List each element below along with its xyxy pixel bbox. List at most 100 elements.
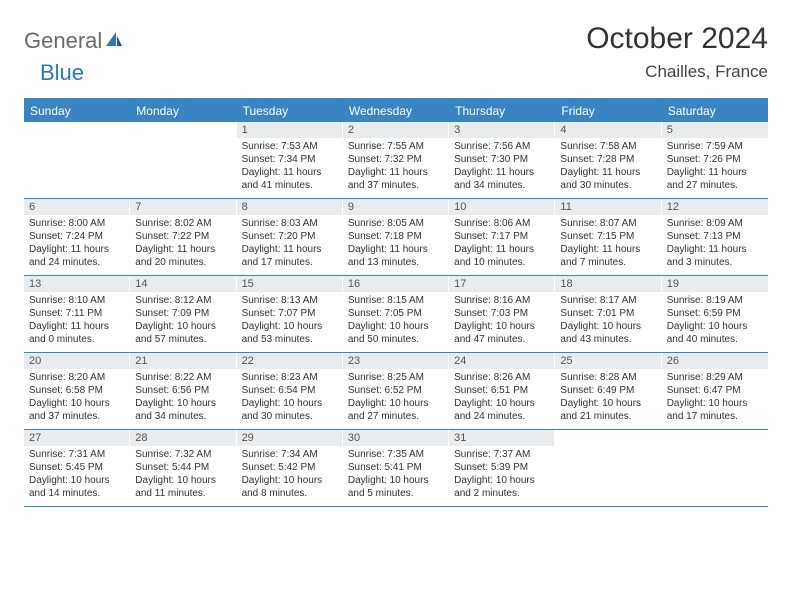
brand-part1: General	[24, 28, 102, 54]
day-number: 8	[237, 199, 342, 215]
daylight-text: Daylight: 10 hours and 40 minutes.	[667, 320, 763, 346]
day-content: Sunrise: 8:02 AMSunset: 7:22 PMDaylight:…	[130, 215, 235, 273]
sunset-text: Sunset: 7:09 PM	[135, 307, 230, 320]
sunset-text: Sunset: 5:44 PM	[135, 461, 230, 474]
day-content: Sunrise: 7:37 AMSunset: 5:39 PMDaylight:…	[449, 446, 554, 504]
day-number: 27	[24, 430, 129, 446]
daylight-text: Daylight: 10 hours and 5 minutes.	[348, 474, 443, 500]
sunset-text: Sunset: 6:52 PM	[348, 384, 443, 397]
sunset-text: Sunset: 7:15 PM	[560, 230, 655, 243]
day-header: Wednesday	[343, 100, 449, 122]
calendar-cell	[555, 430, 661, 506]
page-title: October 2024	[586, 22, 768, 56]
daylight-text: Daylight: 10 hours and 11 minutes.	[135, 474, 230, 500]
day-content: Sunrise: 7:34 AMSunset: 5:42 PMDaylight:…	[237, 446, 342, 504]
sunset-text: Sunset: 7:13 PM	[667, 230, 763, 243]
sunrise-text: Sunrise: 8:28 AM	[560, 371, 655, 384]
sunset-text: Sunset: 6:58 PM	[29, 384, 124, 397]
day-number	[24, 122, 129, 138]
calendar-cell: 15Sunrise: 8:13 AMSunset: 7:07 PMDayligh…	[237, 276, 343, 352]
sail-icon	[102, 28, 124, 54]
sunset-text: Sunset: 7:24 PM	[29, 230, 124, 243]
day-number	[555, 430, 660, 446]
day-content: Sunrise: 8:15 AMSunset: 7:05 PMDaylight:…	[343, 292, 448, 350]
daylight-text: Daylight: 10 hours and 24 minutes.	[454, 397, 549, 423]
week-row: 27Sunrise: 7:31 AMSunset: 5:45 PMDayligh…	[24, 430, 768, 507]
calendar-cell: 6Sunrise: 8:00 AMSunset: 7:24 PMDaylight…	[24, 199, 130, 275]
day-content: Sunrise: 8:13 AMSunset: 7:07 PMDaylight:…	[237, 292, 342, 350]
sunrise-text: Sunrise: 7:55 AM	[348, 140, 443, 153]
day-content: Sunrise: 7:59 AMSunset: 7:26 PMDaylight:…	[662, 138, 768, 196]
calendar-cell: 2Sunrise: 7:55 AMSunset: 7:32 PMDaylight…	[343, 122, 449, 198]
sunset-text: Sunset: 7:28 PM	[560, 153, 655, 166]
sunset-text: Sunset: 5:42 PM	[242, 461, 337, 474]
day-number: 5	[662, 122, 768, 138]
daylight-text: Daylight: 10 hours and 37 minutes.	[29, 397, 124, 423]
sunrise-text: Sunrise: 7:58 AM	[560, 140, 655, 153]
sunset-text: Sunset: 5:39 PM	[454, 461, 549, 474]
calendar-cell: 10Sunrise: 8:06 AMSunset: 7:17 PMDayligh…	[449, 199, 555, 275]
sunset-text: Sunset: 6:54 PM	[242, 384, 337, 397]
daylight-text: Daylight: 11 hours and 10 minutes.	[454, 243, 549, 269]
calendar-cell: 17Sunrise: 8:16 AMSunset: 7:03 PMDayligh…	[449, 276, 555, 352]
calendar-cell: 28Sunrise: 7:32 AMSunset: 5:44 PMDayligh…	[130, 430, 236, 506]
day-header: Monday	[130, 100, 236, 122]
weeks-container: 1Sunrise: 7:53 AMSunset: 7:34 PMDaylight…	[24, 122, 768, 507]
sunset-text: Sunset: 7:32 PM	[348, 153, 443, 166]
day-content: Sunrise: 8:23 AMSunset: 6:54 PMDaylight:…	[237, 369, 342, 427]
sunset-text: Sunset: 6:47 PM	[667, 384, 763, 397]
daylight-text: Daylight: 10 hours and 27 minutes.	[348, 397, 443, 423]
week-row: 1Sunrise: 7:53 AMSunset: 7:34 PMDaylight…	[24, 122, 768, 199]
location-subtitle: Chailles, France	[586, 62, 768, 82]
calendar-cell: 1Sunrise: 7:53 AMSunset: 7:34 PMDaylight…	[237, 122, 343, 198]
sunrise-text: Sunrise: 7:34 AM	[242, 448, 337, 461]
day-header: Saturday	[662, 100, 768, 122]
daylight-text: Daylight: 10 hours and 2 minutes.	[454, 474, 549, 500]
calendar-cell	[662, 430, 768, 506]
day-content: Sunrise: 7:58 AMSunset: 7:28 PMDaylight:…	[555, 138, 660, 196]
sunrise-text: Sunrise: 8:03 AM	[242, 217, 337, 230]
day-number: 14	[130, 276, 235, 292]
calendar-cell: 31Sunrise: 7:37 AMSunset: 5:39 PMDayligh…	[449, 430, 555, 506]
daylight-text: Daylight: 10 hours and 43 minutes.	[560, 320, 655, 346]
sunrise-text: Sunrise: 8:00 AM	[29, 217, 124, 230]
calendar-cell: 29Sunrise: 7:34 AMSunset: 5:42 PMDayligh…	[237, 430, 343, 506]
day-content: Sunrise: 7:35 AMSunset: 5:41 PMDaylight:…	[343, 446, 448, 504]
daylight-text: Daylight: 11 hours and 13 minutes.	[348, 243, 443, 269]
day-number: 18	[555, 276, 660, 292]
calendar-cell: 21Sunrise: 8:22 AMSunset: 6:56 PMDayligh…	[130, 353, 236, 429]
calendar-grid: SundayMondayTuesdayWednesdayThursdayFrid…	[24, 98, 768, 507]
week-row: 20Sunrise: 8:20 AMSunset: 6:58 PMDayligh…	[24, 353, 768, 430]
day-number: 26	[662, 353, 768, 369]
calendar-cell: 26Sunrise: 8:29 AMSunset: 6:47 PMDayligh…	[662, 353, 768, 429]
day-number: 13	[24, 276, 129, 292]
day-content: Sunrise: 8:17 AMSunset: 7:01 PMDaylight:…	[555, 292, 660, 350]
day-number: 2	[343, 122, 448, 138]
day-content: Sunrise: 8:29 AMSunset: 6:47 PMDaylight:…	[662, 369, 768, 427]
daylight-text: Daylight: 11 hours and 27 minutes.	[667, 166, 763, 192]
daylight-text: Daylight: 10 hours and 53 minutes.	[242, 320, 337, 346]
calendar-cell: 30Sunrise: 7:35 AMSunset: 5:41 PMDayligh…	[343, 430, 449, 506]
sunset-text: Sunset: 7:34 PM	[242, 153, 337, 166]
sunrise-text: Sunrise: 7:32 AM	[135, 448, 230, 461]
sunrise-text: Sunrise: 8:09 AM	[667, 217, 763, 230]
calendar-cell: 3Sunrise: 7:56 AMSunset: 7:30 PMDaylight…	[449, 122, 555, 198]
day-number: 30	[343, 430, 448, 446]
day-content: Sunrise: 8:12 AMSunset: 7:09 PMDaylight:…	[130, 292, 235, 350]
daylight-text: Daylight: 10 hours and 8 minutes.	[242, 474, 337, 500]
sunrise-text: Sunrise: 7:37 AM	[454, 448, 549, 461]
calendar-cell: 23Sunrise: 8:25 AMSunset: 6:52 PMDayligh…	[343, 353, 449, 429]
day-number: 1	[237, 122, 342, 138]
sunrise-text: Sunrise: 8:02 AM	[135, 217, 230, 230]
day-content: Sunrise: 8:06 AMSunset: 7:17 PMDaylight:…	[449, 215, 554, 273]
day-number: 11	[555, 199, 660, 215]
sunset-text: Sunset: 6:51 PM	[454, 384, 549, 397]
daylight-text: Daylight: 10 hours and 34 minutes.	[135, 397, 230, 423]
day-content: Sunrise: 7:55 AMSunset: 7:32 PMDaylight:…	[343, 138, 448, 196]
sunrise-text: Sunrise: 8:10 AM	[29, 294, 124, 307]
day-content: Sunrise: 8:03 AMSunset: 7:20 PMDaylight:…	[237, 215, 342, 273]
day-number: 15	[237, 276, 342, 292]
day-content: Sunrise: 7:53 AMSunset: 7:34 PMDaylight:…	[237, 138, 342, 196]
sunrise-text: Sunrise: 8:05 AM	[348, 217, 443, 230]
day-number: 12	[662, 199, 768, 215]
